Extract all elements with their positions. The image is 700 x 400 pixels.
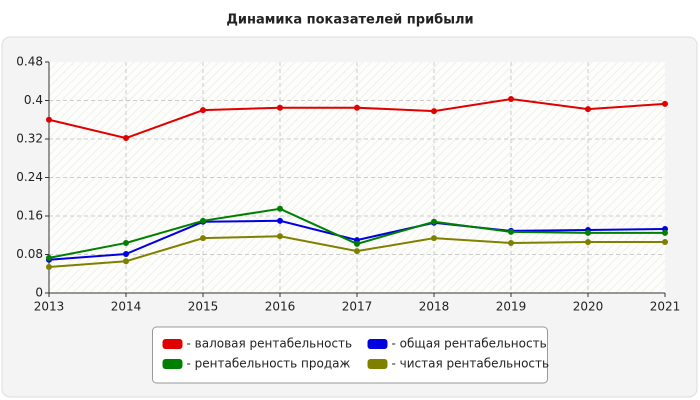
y-tick-label: 0.24: [16, 170, 43, 184]
point: [354, 248, 360, 255]
point: [46, 116, 52, 123]
point: [277, 104, 283, 111]
point: [585, 229, 591, 236]
y-tick-label: 0.16: [16, 209, 43, 223]
y-tick-label: 0.4: [24, 93, 43, 107]
point: [585, 106, 591, 113]
point: [46, 264, 52, 271]
x-tick-label: 2013: [34, 300, 65, 314]
legend-label: - валовая рентабельность: [187, 337, 353, 351]
y-tick-label: 0.48: [16, 55, 43, 69]
point: [354, 240, 360, 247]
point: [662, 229, 668, 236]
point: [431, 235, 437, 242]
legend: [152, 326, 548, 384]
point: [123, 251, 129, 258]
y-tick-label: 0.32: [16, 132, 43, 146]
point: [431, 218, 437, 225]
x-tick-label: 2020: [573, 300, 604, 314]
legend-swatch: [367, 339, 388, 349]
x-tick-label: 2021: [650, 300, 681, 314]
point: [508, 96, 514, 103]
x-tick-label: 2016: [265, 300, 296, 314]
point: [277, 233, 283, 240]
legend-swatch: [367, 359, 388, 369]
x-tick-label: 2014: [111, 300, 142, 314]
point: [46, 254, 52, 261]
legend-label: - чистая рентабельность: [392, 357, 550, 371]
chart-title: Динамика показателей прибыли: [226, 13, 473, 28]
point: [123, 135, 129, 142]
point: [354, 104, 360, 111]
legend-swatch: [162, 359, 183, 369]
point: [123, 258, 129, 265]
legend-label: - рентабельность продаж: [187, 357, 351, 371]
x-tick-label: 2019: [496, 300, 527, 314]
point: [508, 228, 514, 235]
point: [123, 239, 129, 246]
point: [277, 205, 283, 212]
point: [431, 108, 437, 115]
legend-swatch: [162, 339, 183, 349]
point: [508, 239, 514, 246]
point: [200, 235, 206, 242]
x-tick-label: 2018: [419, 300, 450, 314]
legend-label: - общая рентабельность: [392, 337, 547, 351]
point: [585, 238, 591, 245]
point: [200, 217, 206, 224]
x-tick-label: 2015: [188, 300, 219, 314]
y-tick-label: 0: [35, 286, 43, 300]
point: [200, 107, 206, 114]
x-tick-label: 2017: [342, 300, 373, 314]
point: [662, 100, 668, 107]
y-tick-label: 0.08: [16, 247, 43, 261]
point: [662, 238, 668, 245]
point: [277, 217, 283, 224]
